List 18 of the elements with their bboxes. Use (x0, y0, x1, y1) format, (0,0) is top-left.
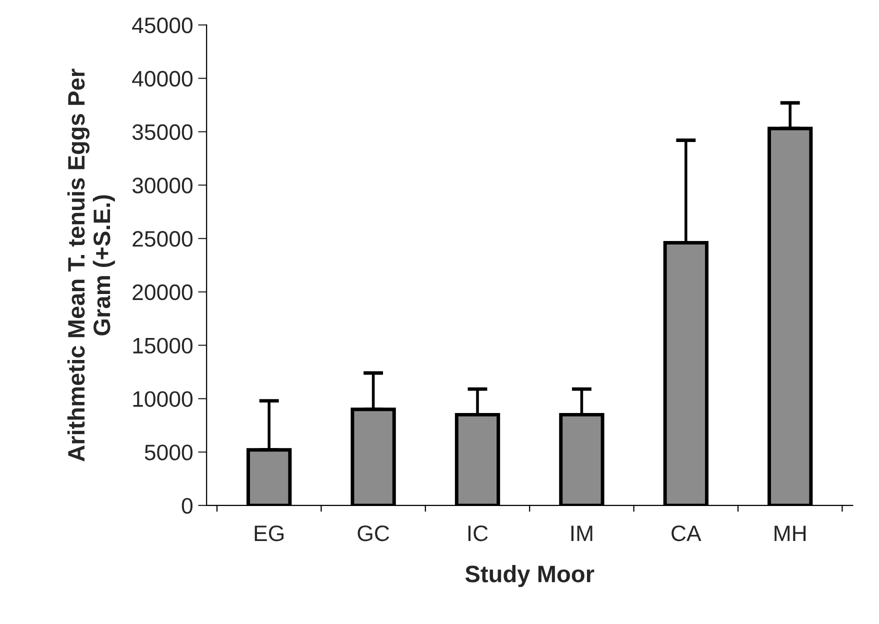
x-tick-label: MH (774, 526, 806, 541)
y-tick-label: 5000 (144, 444, 193, 460)
y-tick-label: 0 (182, 498, 193, 514)
y-tick-label: 40000 (132, 70, 193, 87)
x-tick-label: IC (468, 525, 488, 542)
y-tick-label: 10000 (133, 391, 193, 407)
x-axis-title: Study Moor (465, 565, 594, 588)
x-tick-label: GC (358, 525, 390, 542)
y-tick-label: 45000 (132, 17, 193, 34)
y-tick-label: 35000 (132, 124, 193, 140)
y-tick-label: 30000 (132, 178, 193, 194)
y-tick-label: 25000 (132, 231, 193, 247)
y-axis-title: Arithmetic Mean T. tenuis Eggs Per Gram (+S.E.) (67, 68, 115, 462)
y-tick-label: 20000 (132, 284, 193, 300)
x-tick-label: EG (254, 525, 284, 542)
x-tick-label: IM (571, 526, 592, 541)
x-tick-label: CA (672, 525, 702, 542)
y-tick-label: 15000 (133, 338, 193, 354)
